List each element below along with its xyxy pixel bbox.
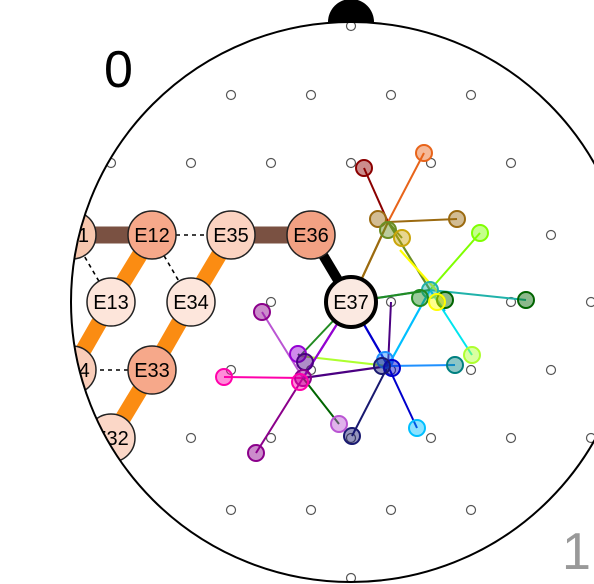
grid-dot (545, 364, 557, 376)
electrode-label: E34 (173, 292, 209, 314)
grid-dot (345, 157, 357, 169)
electrode-circle (166, 277, 216, 327)
branch-edge (387, 289, 431, 367)
electrode-label: E13 (93, 292, 129, 314)
electrode-label: E14 (54, 360, 90, 382)
electrode-e34: E34 (166, 277, 216, 327)
branch-node (393, 229, 411, 247)
grid-dot (505, 432, 517, 444)
electrode-circle (127, 210, 177, 260)
branch-node (215, 368, 233, 386)
nose-marker (328, 0, 374, 22)
electrode-e37: E37 (324, 275, 378, 329)
branch-node (411, 289, 429, 307)
electrode-e35: E35 (206, 210, 256, 260)
electrode-label: E36 (293, 225, 329, 247)
electrode-e12: E12 (127, 210, 177, 260)
branch-node (296, 353, 314, 371)
branch-node (517, 291, 535, 309)
electrode-label: E11 (55, 225, 89, 247)
grid-dot (385, 504, 397, 516)
electrode-label: E12 (134, 225, 170, 247)
grid-dot (265, 157, 277, 169)
branch-edge (387, 301, 392, 367)
grid-dot (305, 504, 317, 516)
branch-node (291, 373, 309, 391)
grid-dot (345, 22, 357, 32)
branch-node (471, 224, 489, 242)
branch-edge (387, 152, 425, 223)
grid-dot (265, 296, 277, 308)
grid-dot (225, 89, 237, 101)
electrode-e13: E13 (86, 277, 136, 327)
electrode-label: E37 (333, 292, 369, 314)
grid-dot (425, 432, 437, 444)
grid-dot (465, 504, 477, 516)
branch-edge (429, 232, 481, 291)
grid-dot (465, 89, 477, 101)
branch-edge (387, 218, 458, 223)
corner-label-bottom-right: 1 (562, 523, 591, 581)
electrode-circle (127, 345, 177, 395)
branch-node (408, 419, 426, 437)
grid-dot (545, 229, 557, 241)
electrode-circle (286, 210, 336, 260)
branch-edge (302, 377, 340, 425)
branch-node (373, 357, 391, 375)
electrode-e33: E33 (127, 345, 177, 395)
branch-node (379, 221, 397, 239)
head-outline (70, 21, 594, 583)
electrode-label: E35 (213, 225, 249, 247)
corner-label-top-left: 0 (104, 41, 133, 99)
branch-edge (255, 377, 304, 454)
branch-node (446, 356, 464, 374)
electrode-circle (324, 275, 378, 329)
electrode-circle (206, 210, 256, 260)
grid-dot (505, 157, 517, 169)
branch-node (448, 210, 466, 228)
electrode-circle (86, 277, 136, 327)
electrode-e14: E14 (54, 345, 97, 395)
grid-dot (185, 432, 197, 444)
branch-node (253, 303, 271, 321)
branch-edge (351, 365, 389, 437)
grid-dot (585, 432, 594, 444)
electrode-label: E33 (134, 360, 170, 382)
grid-dot (585, 296, 594, 308)
branch-node (247, 444, 265, 462)
grid-dot (345, 572, 357, 582)
grid-dot (225, 504, 237, 516)
branch-node (330, 415, 348, 433)
branch-node (355, 159, 373, 177)
branch-edge (261, 311, 304, 379)
electrode-e11: E11 (55, 210, 97, 260)
branch-node (415, 144, 433, 162)
branch-node (369, 210, 387, 228)
grid-dot (465, 364, 477, 376)
grid-dot (385, 89, 397, 101)
electrode-e36: E36 (286, 210, 336, 260)
electrode-e32: E32 (86, 413, 136, 463)
grid-dot (305, 89, 317, 101)
branch-node (463, 346, 481, 364)
grid-dot (185, 157, 197, 169)
branch-node (343, 427, 361, 445)
branch-edge (223, 376, 304, 379)
branch-node (428, 293, 446, 311)
thick-links (71, 226, 356, 443)
